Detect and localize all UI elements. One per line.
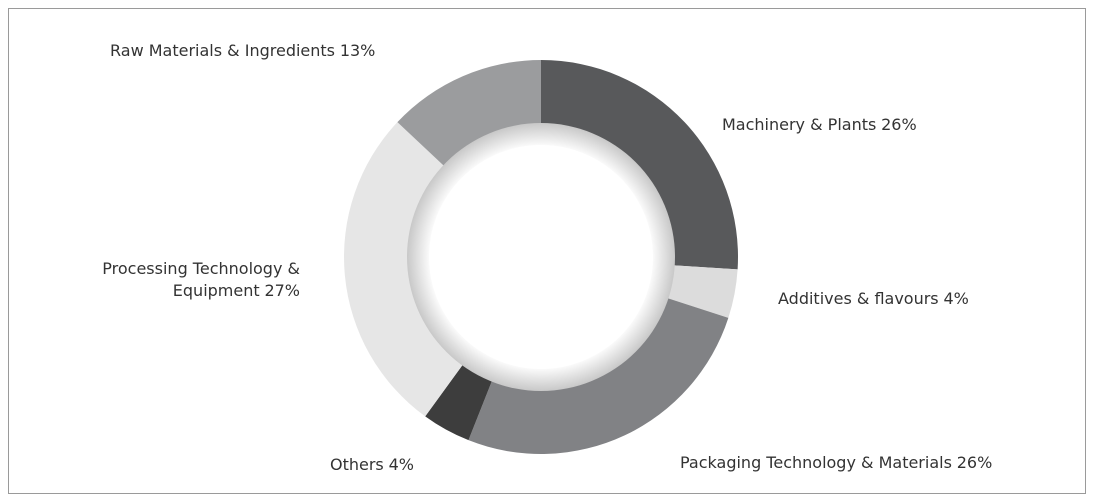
category-name: Raw Materials & Ingredients — [110, 41, 336, 60]
inner-hole — [429, 145, 653, 369]
frame — [8, 8, 1086, 494]
category-name: Processing Technology & Equipment — [102, 259, 300, 300]
donut-slice — [657, 264, 738, 318]
value-label: 27% — [264, 281, 300, 300]
value-label: 26% — [881, 115, 917, 134]
donut-slice — [541, 60, 738, 270]
donut-slice — [425, 355, 497, 441]
slice-label: Packaging Technology & Materials 26% — [680, 452, 992, 474]
value-label: 4% — [943, 289, 969, 308]
slice-label: Others 4% — [330, 454, 414, 476]
slice-label: Machinery & Plants 26% — [722, 114, 917, 136]
slice-label: Raw Materials & Ingredients 13% — [110, 40, 375, 62]
slice-label: Additives & flavours 4% — [778, 288, 969, 310]
value-label: 13% — [339, 41, 376, 60]
category-name: Packaging Technology & Materials — [680, 453, 952, 472]
slice-label: Processing Technology & Equipment 27% — [50, 258, 300, 302]
category-name: Machinery & Plants — [722, 115, 877, 134]
category-name: Others — [330, 455, 384, 474]
category-name: Additives & flavours — [778, 289, 939, 308]
donut-slice — [344, 122, 470, 417]
donut-slice — [397, 60, 541, 174]
value-label: 4% — [388, 455, 414, 474]
value-label: 26% — [956, 453, 993, 472]
